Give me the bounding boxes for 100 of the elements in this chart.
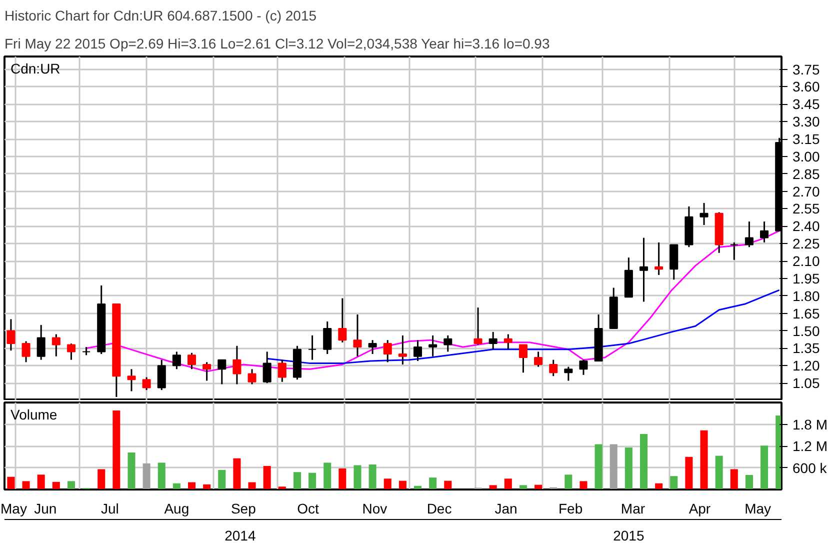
bar: [98, 469, 106, 490]
bar: [564, 474, 572, 490]
candlestick: [534, 350, 543, 368]
candlestick: [504, 334, 512, 350]
candlestick: [488, 331, 498, 350]
y-tick-label: 3.30: [792, 114, 820, 130]
annotation: Cdn:UR: [10, 60, 60, 76]
bar: [745, 475, 753, 490]
y-tick-label: 1.50: [792, 322, 820, 339]
y-tick-label: 1.35: [792, 340, 820, 356]
candlestick: [338, 297, 347, 344]
chart-title: Volume: [10, 406, 58, 422]
y-tick-label: 3.00: [792, 148, 820, 164]
bar: [112, 410, 120, 490]
candlestick: [6, 318, 16, 352]
bar: [67, 481, 75, 490]
y-tick-label: 3.45: [792, 96, 820, 112]
y-tick-label: 1.05: [792, 375, 820, 392]
candlestick: [36, 324, 46, 361]
bar: [730, 469, 738, 490]
candlestick: [278, 359, 286, 383]
candlestick: [474, 306, 482, 346]
candlestick: [413, 339, 422, 362]
x-tick-label: Jun: [34, 500, 57, 516]
x-tick-label: Nov: [362, 500, 388, 516]
bar: [22, 481, 30, 490]
y-tick-label: 1.8 M: [792, 416, 828, 432]
x-tick-label: Mar: [620, 500, 646, 516]
bar: [610, 444, 618, 490]
bar: [594, 444, 602, 490]
candlestick: [323, 320, 332, 355]
candlestick: [187, 352, 196, 370]
candlestick: [248, 368, 256, 385]
y-tick-label: 2.25: [792, 236, 820, 252]
y-tick-label: 3.75: [792, 61, 820, 78]
y-tick-label: 600 k: [792, 460, 828, 476]
bar: [580, 481, 588, 490]
candlestick: [22, 340, 30, 363]
x-tick-label: Dec: [426, 500, 452, 516]
bar: [308, 472, 316, 490]
x-tick-label: Feb: [558, 500, 583, 516]
candlestick: [218, 359, 226, 385]
candlestick: [52, 334, 60, 358]
x-tick-label: Oct: [297, 500, 319, 516]
bar: [354, 465, 362, 490]
candlestick: [428, 334, 438, 358]
line-series: [266, 289, 780, 364]
bar: [384, 478, 392, 490]
candlestick: [518, 344, 528, 374]
candlestick: [157, 359, 166, 391]
bar: [142, 463, 150, 490]
candlestick: [444, 334, 452, 352]
y-tick-label: 3.60: [792, 78, 820, 95]
candlestick: [262, 350, 272, 384]
chart-subtitle: Fri May 22 2015 Op=2.69 Hi=3.16 Lo=2.61 Cl=3.12 Vol=2,034,538 Year hi=3.16 lo=0.93: [4, 36, 550, 52]
y-tick-label: 1.80: [792, 288, 820, 304]
candlestick: [760, 220, 769, 244]
candlestick: [639, 237, 648, 302]
candlestick: [66, 342, 76, 361]
x-tick-label: Aug: [164, 500, 190, 516]
bar: [368, 464, 376, 490]
x-tick-label: May: [744, 500, 772, 516]
candlestick: [142, 376, 151, 391]
bar: [52, 482, 60, 490]
bar: [489, 485, 497, 490]
text: 2015: [613, 528, 644, 543]
y-tick-label: 2.85: [792, 166, 820, 182]
bar: [670, 476, 678, 490]
y-tick-label: 3.15: [792, 131, 820, 148]
y-tick-label: 2.55: [792, 200, 820, 217]
bar: [398, 480, 406, 490]
candlestick: [232, 345, 242, 385]
candlestick: [730, 242, 738, 261]
y-tick-label: 2.70: [792, 183, 820, 200]
y-tick-label: 1.20: [792, 358, 820, 374]
candlestick: [549, 359, 558, 377]
bar: [218, 470, 226, 490]
y-tick-label: 1.2 M: [792, 438, 828, 454]
bar: [429, 478, 437, 490]
candlestick: [700, 202, 708, 226]
x-tick-label: Apr: [688, 500, 711, 516]
text: 2014: [224, 528, 256, 543]
bar: [338, 468, 346, 490]
x-tick-label: May: [0, 500, 27, 516]
bar: [7, 476, 15, 490]
y-tick-label: 2.40: [792, 218, 820, 234]
y-tick-label: 2.10: [792, 253, 820, 270]
x-tick-label: Jan: [494, 500, 518, 516]
bar: [233, 458, 241, 490]
candlestick: [368, 339, 377, 355]
bar: [640, 434, 648, 490]
y-tick-label: 1.65: [792, 305, 820, 322]
bar: [504, 478, 512, 490]
candlestick: [398, 334, 407, 366]
candlestick: [127, 368, 136, 392]
x-tick-label: Jul: [101, 500, 119, 516]
y-tick-label: 1.95: [792, 270, 820, 286]
bar: [158, 462, 166, 490]
bar: [293, 472, 301, 490]
bar: [624, 447, 632, 490]
